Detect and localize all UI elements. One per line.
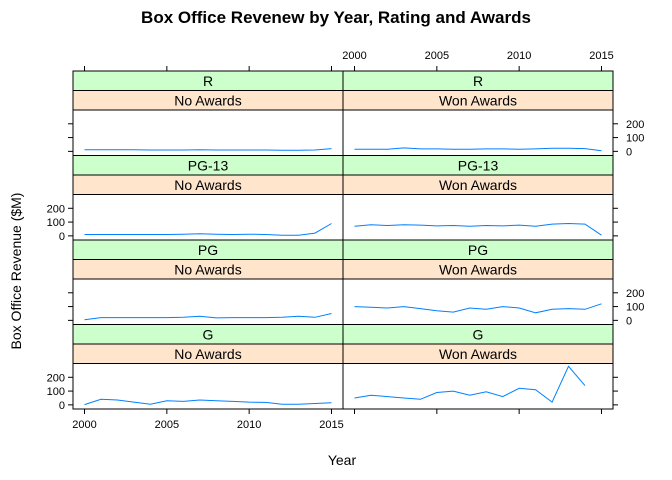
series-line bbox=[354, 222, 602, 236]
y-tick-label: 200 bbox=[47, 372, 65, 384]
panel-frame bbox=[72, 109, 344, 156]
chart-title: Box Office Revenew by Year, Rating and A… bbox=[141, 8, 531, 27]
series-line bbox=[84, 223, 332, 236]
strip-rating-label: PG bbox=[198, 242, 218, 258]
x-tick-label: 2000 bbox=[342, 50, 366, 62]
x-axis-title: Year bbox=[328, 452, 357, 468]
panel-g-no-awards: G No Awards bbox=[72, 324, 344, 410]
panel-frame bbox=[72, 194, 344, 241]
series-line bbox=[84, 148, 332, 151]
series-line bbox=[354, 303, 602, 314]
panel-frame bbox=[342, 194, 614, 241]
y-tick-label: 0 bbox=[626, 146, 632, 158]
strip-awards-label: Won Awards bbox=[439, 346, 517, 362]
series-line bbox=[354, 147, 602, 152]
panel-pg-no-awards: PG No Awards bbox=[72, 239, 344, 325]
strip-awards-label: No Awards bbox=[174, 93, 241, 109]
lattice-frame bbox=[72, 70, 614, 410]
strip-awards-label: No Awards bbox=[174, 346, 241, 362]
y-tick-label: 100 bbox=[47, 217, 65, 229]
x-tick-label: 2015 bbox=[589, 50, 613, 62]
panel-frame bbox=[342, 278, 614, 325]
series-line bbox=[354, 365, 586, 403]
strip-rating-label: G bbox=[203, 327, 214, 343]
panel-r-won-awards: R Won Awards bbox=[342, 70, 614, 156]
strip-rating-label: G bbox=[473, 327, 484, 343]
x-tick-label: 2015 bbox=[319, 419, 343, 431]
strip-awards-label: No Awards bbox=[174, 177, 241, 193]
y-tick-label: 100 bbox=[626, 133, 644, 145]
x-tick-label: 2005 bbox=[155, 419, 179, 431]
y-tick-label: 100 bbox=[47, 386, 65, 398]
y-tick-label: 0 bbox=[626, 315, 632, 327]
panel-g-won-awards: G Won Awards bbox=[342, 324, 614, 410]
strip-rating-label: PG-13 bbox=[458, 158, 499, 174]
strip-awards-label: Won Awards bbox=[439, 262, 517, 278]
panel-pg-13-won-awards: PG-13 Won Awards bbox=[342, 155, 614, 241]
x-tick-label: 2010 bbox=[237, 419, 261, 431]
x-tick-label: 2000 bbox=[72, 419, 96, 431]
series-line bbox=[84, 398, 332, 406]
panel-pg-won-awards: PG Won Awards bbox=[342, 239, 614, 325]
panel-frame bbox=[72, 363, 344, 410]
strip-rating-label: PG bbox=[468, 242, 488, 258]
strip-awards-label: No Awards bbox=[174, 262, 241, 278]
y-axis-title: Box Office Revenue ($M) bbox=[8, 193, 24, 350]
y-tick-label: 0 bbox=[59, 400, 65, 412]
y-tick-label: 200 bbox=[626, 288, 644, 300]
x-tick-label: 2005 bbox=[425, 50, 449, 62]
strip-rating-label: R bbox=[203, 73, 213, 89]
x-tick-label: 2010 bbox=[507, 50, 531, 62]
strip-rating-label: PG-13 bbox=[188, 158, 229, 174]
strip-rating-label: R bbox=[473, 73, 483, 89]
strip-awards-label: Won Awards bbox=[439, 177, 517, 193]
strip-awards-label: Won Awards bbox=[439, 93, 517, 109]
y-tick-label: 200 bbox=[626, 119, 644, 131]
panel-pg-13-no-awards: PG-13 No Awards bbox=[72, 155, 344, 241]
y-tick-label: 0 bbox=[59, 231, 65, 243]
series-line bbox=[84, 313, 332, 321]
panel-r-no-awards: R No Awards bbox=[72, 70, 344, 156]
y-tick-label: 100 bbox=[626, 302, 644, 314]
y-tick-label: 200 bbox=[47, 203, 65, 215]
